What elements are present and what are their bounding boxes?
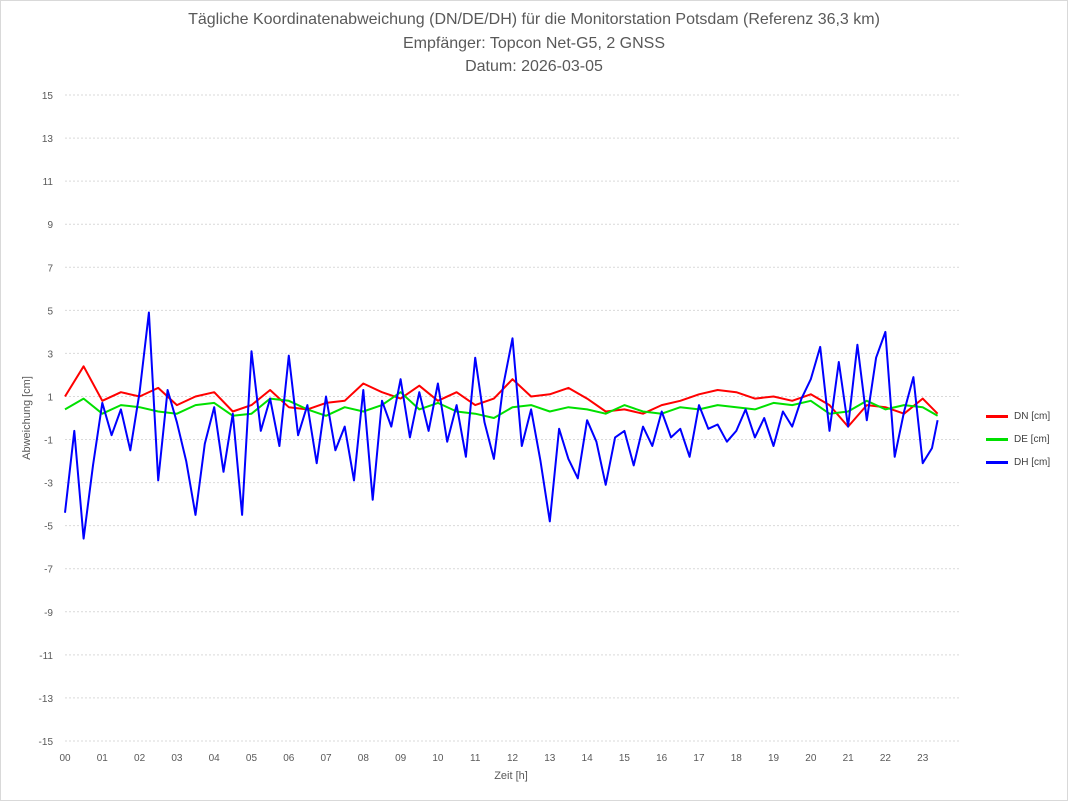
x-tick-label: 23: [917, 753, 929, 764]
y-tick-label: 1: [47, 392, 53, 403]
series-lines: [64, 311, 939, 540]
x-tick-label: 19: [768, 753, 780, 764]
y-tick-label: -13: [39, 694, 54, 705]
x-tick-label: 04: [209, 753, 221, 764]
x-tick-label: 20: [805, 753, 817, 764]
x-tick-label: 12: [507, 753, 519, 764]
x-tick-label: 06: [283, 753, 295, 764]
y-tick-label: 3: [47, 349, 53, 360]
legend-swatch-de: [986, 438, 1008, 441]
y-tick-label: 15: [42, 91, 54, 102]
y-tick-label: -3: [44, 479, 53, 490]
y-tick-label: -1: [44, 436, 53, 447]
x-tick-label: 02: [134, 753, 146, 764]
x-tick-label: 01: [97, 753, 109, 764]
legend-swatch-dh: [986, 461, 1008, 464]
x-tick-label: 13: [544, 753, 556, 764]
y-tick-label: -11: [39, 651, 53, 662]
y-tick-label: -15: [39, 737, 54, 748]
y-tick-labels: 15 13 11 9 7 5 3 1 -1 -3 -5 -7 -9 -11 -13 -15: [39, 91, 54, 748]
series-line-de: [64, 391, 939, 419]
x-tick-labels: 00 01 02 03 04 05 06 07 08 09 10 11 12 13 14 15 16 17 18 19…: [59, 753, 928, 764]
x-tick-label: 21: [843, 753, 855, 764]
x-axis-label: Zeit [h]: [494, 770, 528, 782]
y-tick-label: 7: [47, 263, 53, 274]
x-tick-label: 11: [470, 753, 481, 764]
x-tick-label: 07: [320, 753, 332, 764]
x-tick-label: 10: [432, 753, 444, 764]
x-tick-label: 08: [358, 753, 370, 764]
y-tick-label: 13: [42, 134, 54, 145]
y-tick-label: 11: [43, 177, 54, 188]
y-tick-label: -7: [44, 565, 53, 576]
y-tick-label: 5: [47, 306, 53, 317]
x-tick-label: 09: [395, 753, 407, 764]
legend-item-de: DE [cm]: [986, 434, 1050, 445]
x-tick-label: 03: [171, 753, 183, 764]
y-tick-label: 9: [47, 220, 53, 231]
x-tick-label: 14: [582, 753, 594, 764]
gridlines: [65, 94, 960, 742]
y-tick-label: -5: [44, 522, 53, 533]
series-line-dh: [64, 311, 939, 540]
x-tick-label: 18: [731, 753, 743, 764]
y-axis-label: Abweichung [cm]: [21, 376, 33, 460]
x-tick-label: 15: [619, 753, 631, 764]
legend-item-dh: DH [cm]: [986, 457, 1050, 468]
legend-swatch-dn: [986, 415, 1008, 418]
x-tick-label: 22: [880, 753, 892, 764]
y-tick-label: -9: [44, 608, 53, 619]
chart-title-line-3: Datum: 2026-03-05: [465, 58, 603, 75]
x-tick-label: 05: [246, 753, 258, 764]
x-tick-label: 00: [59, 753, 71, 764]
x-tick-label: 16: [656, 753, 668, 764]
x-tick-label: 17: [693, 753, 705, 764]
legend-label-de: DE [cm]: [1014, 434, 1050, 445]
legend-label-dh: DH [cm]: [1014, 457, 1051, 468]
legend-item-dn: DN [cm]: [986, 411, 1050, 422]
legend-label-dn: DN [cm]: [1014, 411, 1051, 422]
chart-title-line-2: Empfänger: Topcon Net-G5, 2 GNSS: [402, 35, 666, 52]
chart-title-line-1: Tägliche Koordinatenabweichung (DN/DE/DH…: [188, 11, 880, 28]
